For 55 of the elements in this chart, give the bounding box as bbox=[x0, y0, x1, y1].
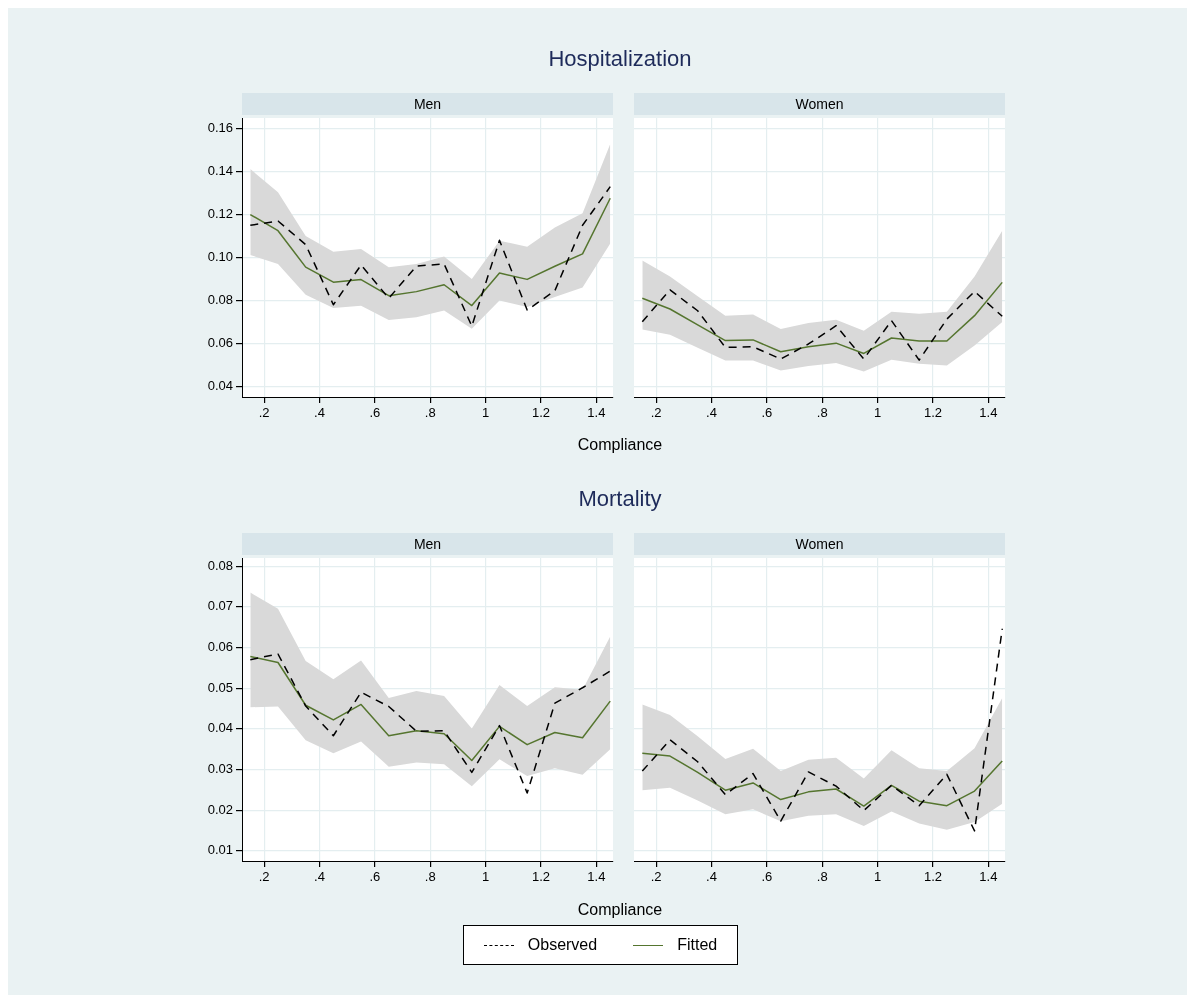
y-tick-label: 0.04 bbox=[207, 720, 233, 736]
x-tick-label: .8 bbox=[816, 405, 828, 421]
y-tick-label: 0.10 bbox=[207, 249, 233, 265]
x-tick-label: 1.2 bbox=[531, 869, 551, 885]
x-tick-label: .2 bbox=[650, 405, 662, 421]
x-tick-label: .4 bbox=[706, 405, 717, 421]
x-tick-label: .6 bbox=[369, 869, 381, 885]
y-tick-label: 0.04 bbox=[207, 377, 233, 393]
y-tick-label: 0.06 bbox=[207, 334, 233, 350]
x-tick-label: .4 bbox=[314, 405, 325, 421]
y-tick-label: 0.02 bbox=[207, 801, 233, 817]
x-tick-label: .6 bbox=[761, 869, 773, 885]
y-tick-label: 0.01 bbox=[207, 842, 233, 858]
y-tick-label: 0.14 bbox=[207, 163, 233, 179]
x-tick-label: 1 bbox=[874, 405, 882, 421]
y-tick-label: 0.07 bbox=[207, 598, 233, 614]
chart-subtitle: Women bbox=[634, 93, 1005, 115]
chart-subtitle: Women bbox=[634, 533, 1005, 555]
x-tick-label: 1.4 bbox=[979, 869, 998, 885]
chart-title: Hospitalization bbox=[547, 46, 693, 72]
chart-subtitle: Men bbox=[242, 93, 613, 115]
x-tick-label: 1.2 bbox=[923, 869, 943, 885]
line-series bbox=[249, 653, 611, 794]
x-tick-label: 1.2 bbox=[531, 405, 551, 421]
x-tick-label: 1.4 bbox=[979, 405, 998, 421]
x-tick-label: 1.4 bbox=[587, 869, 606, 885]
x-tick-label: 1.4 bbox=[587, 405, 606, 421]
legend-label: Fitted bbox=[677, 936, 718, 954]
x-tick-label: .4 bbox=[706, 869, 717, 885]
y-tick-label: 0.08 bbox=[207, 292, 233, 307]
x-tick-label: .2 bbox=[258, 405, 270, 421]
legend-label: Observed bbox=[527, 936, 598, 954]
x-tick-label: 1 bbox=[482, 869, 490, 885]
y-tick-label: 0.03 bbox=[207, 761, 233, 777]
x-tick-label: .6 bbox=[369, 405, 381, 421]
x-tick-label: .8 bbox=[424, 405, 436, 421]
x-axis-title: Compliance bbox=[576, 901, 664, 919]
y-tick-label: 0.06 bbox=[207, 639, 233, 655]
chart-title: Mortality bbox=[577, 486, 663, 512]
y-tick-label: 0.12 bbox=[207, 206, 233, 222]
x-tick-label: 1.2 bbox=[923, 405, 943, 421]
y-tick-label: 0.05 bbox=[207, 679, 233, 695]
x-tick-label: 1 bbox=[874, 869, 882, 885]
x-tick-label: .2 bbox=[258, 869, 270, 885]
x-tick-label: .6 bbox=[761, 405, 773, 421]
y-tick-label: 0.16 bbox=[207, 120, 233, 136]
x-tick-label: 1 bbox=[482, 405, 490, 421]
x-tick-label: .8 bbox=[816, 869, 828, 885]
x-axis-title: Compliance bbox=[576, 436, 664, 454]
chart-subtitle: Men bbox=[242, 533, 613, 555]
line-series bbox=[249, 185, 611, 327]
x-tick-label: .4 bbox=[314, 869, 325, 885]
x-tick-label: .8 bbox=[424, 869, 436, 885]
y-tick-label: 0.08 bbox=[207, 557, 233, 573]
x-tick-label: .2 bbox=[650, 869, 662, 885]
